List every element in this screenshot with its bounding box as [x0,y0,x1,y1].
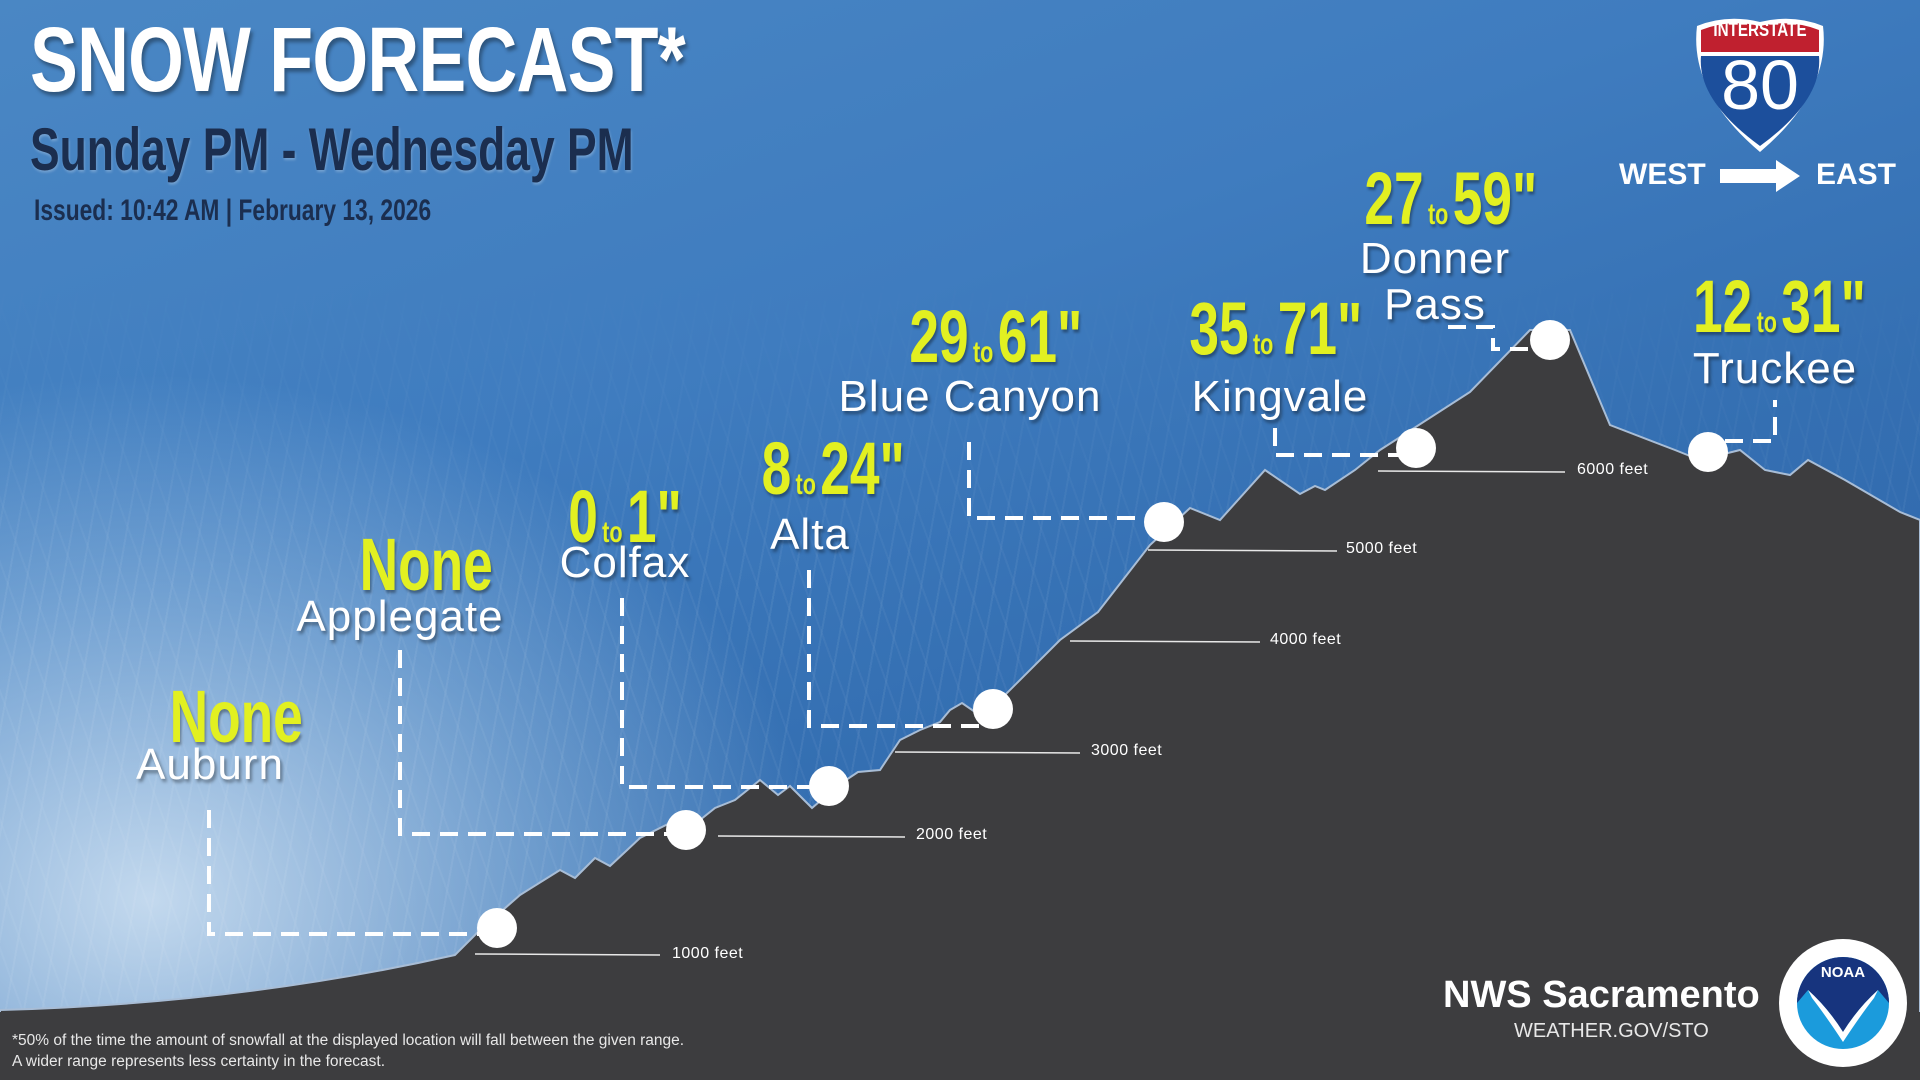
applegate-label: Applegate [296,592,504,641]
auburn-label: Auburn [136,740,284,789]
donner-pass-amount: 27 to59" [1364,157,1538,240]
office-name: NWS Sacramento [1443,974,1760,1016]
elevation-6000: 6000 feet [1577,461,1649,478]
donner-pass-label: Donner Pass [1359,234,1511,330]
elevation-2000: 2000 feet [916,826,988,843]
colfax-amount: 0 to1" [568,475,682,558]
shield-top-label: INTERSTATE [1713,20,1807,41]
arrow-right-icon [1720,160,1800,192]
noaa-logo-text: NOAA [1820,964,1866,981]
west-label: WEST [1619,158,1706,191]
elevation-5000: 5000 feet [1346,540,1418,557]
truckee-amount: 12 to31" [1693,265,1866,348]
blue-canyon-amount: 29 to61" [909,295,1083,378]
leader-lines [207,325,1777,936]
elevation-4000: 4000 feet [1270,631,1342,648]
truckee-label: Truckee [1692,344,1858,393]
alta-amount: 8 to24" [761,427,905,510]
alta-label: Alta [770,510,850,559]
kingvale-label: Kingvale [1191,372,1369,421]
interstate-shield-icon [1696,18,1824,152]
kingvale-amount: 35 to71" [1189,287,1363,370]
footer-strip [0,1012,1920,1080]
footnote: *50% of the time the amount of snowfall … [12,1032,685,1070]
noaa-logo-icon [1779,939,1907,1067]
location-dots [477,320,1728,948]
applegate-amount: None [359,523,493,606]
shield-number: 80 [1721,46,1799,124]
blue-canyon-label: Blue Canyon [838,372,1102,421]
east-label: EAST [1816,158,1897,191]
issued-time: Issued: 10:42 AM | February 13, 2026 [34,194,432,227]
office-url: WEATHER.GOV/STO [1514,1020,1709,1042]
elevation-3000: 3000 feet [1091,742,1163,759]
elevation-1000: 1000 feet [672,945,744,962]
page-title: SNOW FORECAST* [30,9,686,111]
colfax-label: Colfax [559,538,691,587]
elevation-lines [474,470,1566,956]
forecast-period: Sunday PM - Wednesday PM [30,116,634,183]
mountain-silhouette [0,329,1920,1080]
